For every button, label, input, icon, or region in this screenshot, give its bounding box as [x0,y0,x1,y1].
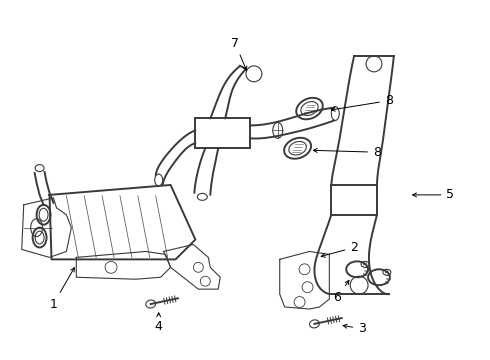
Polygon shape [49,185,196,260]
Text: 5: 5 [413,188,454,201]
Polygon shape [76,251,171,279]
Polygon shape [280,251,329,309]
Text: 8: 8 [331,94,393,111]
Text: 4: 4 [155,313,163,333]
Bar [331,185,377,215]
Text: 7: 7 [231,37,247,70]
Bar [196,118,250,148]
Text: 3: 3 [343,322,366,336]
Polygon shape [22,198,72,257]
Text: 2: 2 [321,241,358,257]
Text: 8: 8 [314,146,381,159]
Text: 1: 1 [49,268,74,311]
Polygon shape [164,244,220,289]
Text: 6: 6 [333,280,349,303]
